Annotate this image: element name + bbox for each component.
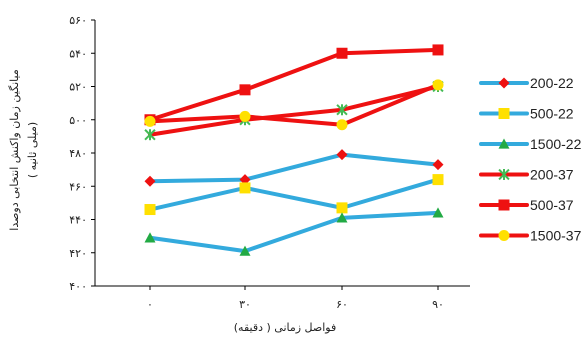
legend-label: 500-22 — [530, 106, 574, 122]
y-tick-label: ۵۲۰ — [69, 81, 87, 94]
data-point-marker — [336, 149, 348, 161]
y-tick-label: ۴۶۰ — [69, 180, 87, 193]
legend-label: 200-37 — [530, 167, 574, 183]
data-point-marker — [432, 44, 444, 56]
y-tick-label: ۴۴۰ — [69, 214, 87, 227]
y-tick-label: ۴۲۰ — [69, 247, 87, 260]
y-tick-label: ۵۶۰ — [69, 14, 87, 27]
x-axis-title: فواصل زمانی ( دقیقه) — [234, 321, 336, 334]
y-tick-label: ۴۰۰ — [69, 280, 87, 293]
x-ticks: ۰ ۳۰ ۶۰ ۹۰ — [147, 286, 444, 311]
data-point-marker — [432, 79, 444, 91]
legend-label: 500-37 — [530, 197, 574, 213]
legend-marker — [498, 108, 510, 119]
data-point-marker — [432, 159, 444, 171]
series-1500-22 — [144, 207, 444, 256]
y-axis-title: میانگین زمان واکنش انتخابی دوصدا ( میلی … — [8, 69, 39, 231]
legend-item: 1500-37 — [479, 228, 582, 244]
series-layer — [144, 44, 444, 256]
series-200-37 — [144, 80, 444, 141]
x-tick-label: ۶۰ — [336, 298, 348, 311]
series-line — [148, 82, 440, 127]
data-point-marker — [336, 104, 348, 116]
data-point-marker — [239, 84, 251, 96]
series-200-22 — [144, 149, 444, 187]
legend-item: 500-37 — [479, 197, 574, 213]
legend-marker — [498, 168, 510, 181]
data-point-marker — [144, 175, 156, 187]
legend-marker — [498, 138, 510, 149]
series-1500-37 — [144, 79, 444, 131]
data-point-marker — [336, 119, 348, 131]
data-point-marker — [144, 204, 156, 216]
legend-marker — [498, 77, 510, 89]
data-point-marker — [336, 202, 348, 214]
legend-item: 1500-22 — [479, 136, 582, 152]
series-line — [148, 152, 440, 184]
series-line — [148, 47, 440, 122]
data-point-marker — [432, 174, 444, 186]
data-point-marker — [239, 182, 251, 194]
y-tick-label: ۴۸۰ — [69, 147, 87, 160]
x-tick-label: ۰ — [147, 298, 153, 311]
series-line — [148, 84, 440, 137]
data-point-marker — [336, 212, 348, 223]
series-500-22 — [144, 174, 444, 216]
legend-item: 200-22 — [479, 75, 574, 91]
y-tick-label: ۵۴۰ — [69, 47, 87, 60]
y-axis-title-main: میانگین زمان واکنش انتخابی دوصدا — [8, 69, 21, 231]
legend: 200-22 500-22 1500-22 200-37 500-37 1500-37 — [479, 75, 582, 244]
legend-label: 1500-37 — [530, 228, 582, 244]
data-point-marker — [336, 47, 348, 59]
data-point-marker — [239, 110, 251, 122]
legend-marker — [498, 230, 510, 241]
legend-label: 1500-22 — [530, 136, 582, 152]
x-tick-label: ۹۰ — [432, 298, 444, 311]
data-point-marker — [144, 115, 156, 127]
series-line — [148, 177, 440, 212]
data-point-marker — [239, 174, 251, 186]
data-point-marker — [239, 245, 251, 256]
y-tick-label: ۵۰۰ — [69, 114, 87, 127]
series-line — [148, 210, 440, 254]
legend-item: 200-37 — [479, 167, 574, 183]
legend-marker — [498, 199, 510, 211]
y-ticks: ۴۰۰ ۴۲۰ ۴۴۰ ۴۶۰ ۴۸۰ ۵۰۰ ۵۲۰ ۵۴۰ ۵۶۰ — [69, 14, 95, 293]
data-point-marker — [432, 207, 444, 218]
legend-item: 500-22 — [479, 106, 574, 122]
data-point-marker — [144, 129, 156, 141]
x-tick-label: ۳۰ — [239, 298, 251, 311]
legend-label: 200-22 — [530, 75, 574, 91]
y-axis-title-sub: ( میلی ثانیه) — [26, 122, 39, 178]
data-point-marker — [144, 232, 156, 243]
